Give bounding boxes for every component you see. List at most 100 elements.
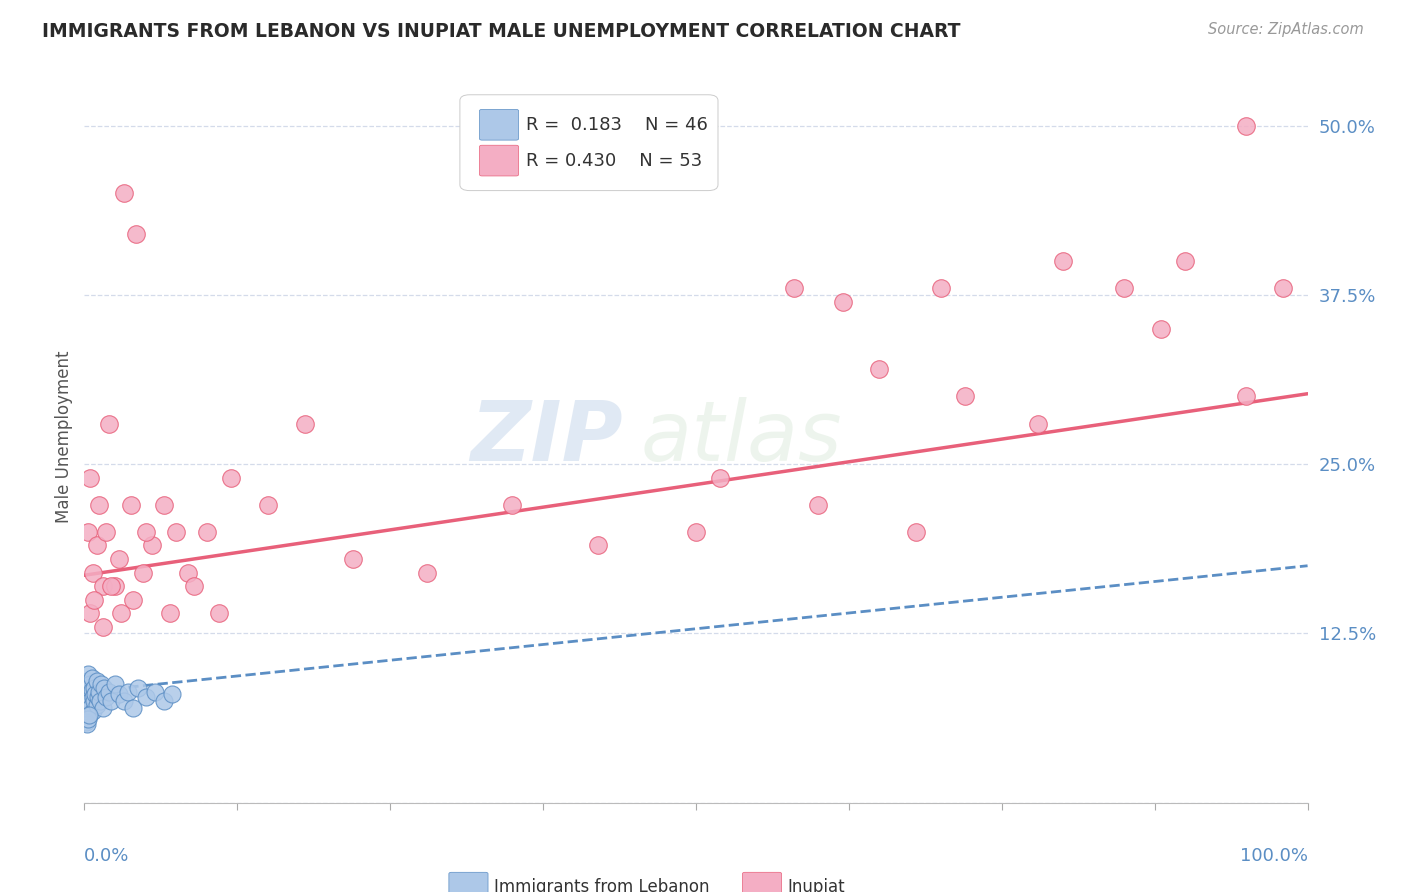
Point bbox=[905, 524, 928, 539]
Point bbox=[159, 606, 181, 620]
Point bbox=[80, 683, 103, 698]
Point bbox=[208, 606, 231, 620]
Point bbox=[76, 673, 98, 688]
Point bbox=[90, 676, 112, 690]
Point bbox=[177, 566, 200, 580]
Point bbox=[586, 538, 609, 552]
Point bbox=[97, 417, 120, 431]
Point bbox=[1236, 389, 1258, 403]
Point bbox=[135, 524, 157, 539]
Text: 0.0%: 0.0% bbox=[84, 847, 129, 864]
Point bbox=[75, 694, 97, 708]
Point bbox=[77, 698, 100, 713]
Point bbox=[1028, 417, 1050, 431]
Text: ZIP: ZIP bbox=[470, 397, 623, 477]
Point bbox=[104, 579, 127, 593]
Text: Immigrants from Lebanon: Immigrants from Lebanon bbox=[494, 878, 710, 892]
Point bbox=[112, 186, 135, 201]
Point bbox=[117, 684, 139, 698]
Point bbox=[502, 498, 524, 512]
Point bbox=[153, 694, 176, 708]
Text: Inupiat: Inupiat bbox=[787, 878, 845, 892]
FancyBboxPatch shape bbox=[460, 95, 718, 191]
Point bbox=[91, 579, 114, 593]
Point bbox=[122, 701, 145, 715]
Point bbox=[127, 681, 149, 695]
Point bbox=[77, 681, 100, 695]
Point bbox=[87, 498, 110, 512]
Point bbox=[953, 389, 976, 403]
Point bbox=[83, 694, 105, 708]
Point bbox=[77, 707, 100, 722]
Point bbox=[83, 592, 105, 607]
Point bbox=[76, 690, 98, 705]
Point bbox=[87, 690, 110, 705]
Text: IMMIGRANTS FROM LEBANON VS INUPIAT MALE UNEMPLOYMENT CORRELATION CHART: IMMIGRANTS FROM LEBANON VS INUPIAT MALE … bbox=[42, 22, 960, 41]
Point bbox=[929, 281, 952, 295]
Point bbox=[79, 701, 101, 715]
Point bbox=[219, 471, 242, 485]
Point bbox=[75, 684, 97, 698]
Point bbox=[86, 538, 108, 552]
Point bbox=[869, 362, 891, 376]
Point bbox=[135, 690, 157, 705]
Point bbox=[195, 524, 218, 539]
Point bbox=[141, 538, 163, 552]
Text: 100.0%: 100.0% bbox=[1240, 847, 1308, 864]
Point bbox=[77, 688, 100, 702]
Point bbox=[294, 417, 316, 431]
Point bbox=[86, 673, 108, 688]
FancyBboxPatch shape bbox=[449, 872, 488, 892]
Point bbox=[96, 524, 118, 539]
Point bbox=[97, 684, 120, 698]
Point bbox=[87, 684, 110, 698]
Point bbox=[83, 681, 105, 695]
Point bbox=[183, 579, 205, 593]
Point bbox=[100, 694, 122, 708]
Point bbox=[96, 690, 118, 705]
Point bbox=[104, 676, 127, 690]
Point bbox=[165, 524, 187, 539]
Point bbox=[831, 294, 853, 309]
Point bbox=[1052, 254, 1074, 268]
Point bbox=[75, 714, 97, 729]
Point bbox=[82, 566, 104, 580]
FancyBboxPatch shape bbox=[479, 110, 519, 140]
Point bbox=[1150, 322, 1173, 336]
Point bbox=[807, 498, 830, 512]
Point bbox=[1272, 281, 1295, 295]
Point bbox=[416, 566, 439, 580]
Point bbox=[112, 694, 135, 708]
Point bbox=[82, 690, 104, 705]
Point bbox=[79, 606, 101, 620]
Point bbox=[84, 688, 107, 702]
Text: R = 0.430    N = 53: R = 0.430 N = 53 bbox=[526, 152, 702, 169]
Point bbox=[107, 552, 129, 566]
Point bbox=[1236, 119, 1258, 133]
Text: atlas: atlas bbox=[641, 397, 842, 477]
Point bbox=[79, 676, 101, 690]
Point bbox=[77, 667, 100, 681]
FancyBboxPatch shape bbox=[479, 145, 519, 176]
Point bbox=[93, 681, 115, 695]
Point bbox=[685, 524, 707, 539]
Point bbox=[1114, 281, 1136, 295]
Point bbox=[91, 620, 114, 634]
Point bbox=[77, 524, 100, 539]
Point bbox=[783, 281, 806, 295]
Point bbox=[79, 694, 101, 708]
Point bbox=[1174, 254, 1197, 268]
Y-axis label: Male Unemployment: Male Unemployment bbox=[55, 351, 73, 524]
Text: R =  0.183    N = 46: R = 0.183 N = 46 bbox=[526, 116, 707, 134]
Point bbox=[100, 579, 122, 593]
Point bbox=[132, 566, 155, 580]
Point bbox=[143, 684, 166, 698]
Point bbox=[75, 704, 97, 718]
Point bbox=[110, 606, 132, 620]
Point bbox=[77, 712, 100, 726]
Point bbox=[257, 498, 280, 512]
Point bbox=[122, 592, 145, 607]
Point bbox=[107, 688, 129, 702]
Point bbox=[162, 688, 184, 702]
Point bbox=[125, 227, 148, 241]
